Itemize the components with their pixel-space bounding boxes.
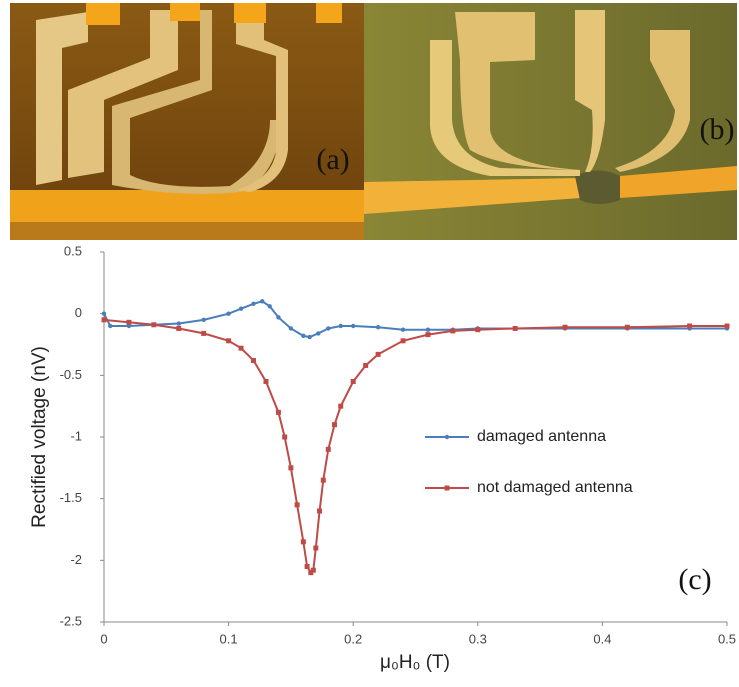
data-point [425, 327, 431, 332]
data-point [363, 362, 369, 368]
data-point [320, 477, 326, 483]
data-point [260, 299, 265, 304]
y-tick-label: 0.5 [64, 243, 82, 258]
y-axis-title: Rectified voltage (nV) [29, 346, 50, 528]
data-point [313, 545, 319, 551]
data-point [400, 327, 406, 332]
x-tick-label: 0.1 [220, 631, 238, 646]
data-point [338, 403, 344, 409]
data-point [251, 301, 256, 306]
x-tick-label: 0.5 [718, 631, 736, 646]
data-point [282, 434, 288, 440]
data-point [475, 327, 481, 333]
data-point [450, 328, 456, 334]
data-point [276, 315, 281, 320]
data-point [226, 338, 232, 344]
panel-label: (b) [700, 113, 735, 146]
legend-label: damaged antenna [477, 428, 606, 445]
data-point [375, 325, 381, 330]
x-tick-label: 0.3 [469, 631, 487, 646]
data-point [201, 317, 206, 323]
data-point [332, 422, 338, 428]
data-point [375, 351, 381, 357]
data-point [325, 446, 331, 452]
y-tick-label: -1 [70, 428, 82, 443]
y-tick-label: -1.5 [60, 490, 82, 505]
data-point [624, 324, 630, 330]
data-point [226, 311, 231, 316]
x-tick-label: 0.2 [344, 631, 362, 646]
data-point [316, 331, 321, 336]
data-point [108, 323, 113, 329]
y-tick-label: 0 [75, 305, 82, 320]
data-point [300, 539, 306, 545]
data-point [350, 379, 356, 384]
y-tick-label: -2.5 [60, 613, 82, 628]
y-tick-label: -2 [70, 552, 82, 567]
data-point [294, 502, 300, 508]
data-point [176, 325, 182, 331]
data-point [151, 322, 157, 328]
panel-label: (a) [316, 143, 349, 176]
data-point [351, 323, 356, 329]
photo-b: (b) [364, 3, 737, 240]
data-point [687, 323, 693, 329]
data-point [512, 325, 518, 331]
data-point [176, 321, 181, 326]
data-point [326, 326, 331, 331]
legend-marker [444, 434, 450, 440]
series-line [103, 318, 727, 575]
data-point [101, 311, 107, 316]
x-tick-label: 0.4 [593, 631, 611, 646]
data-point [101, 317, 107, 323]
data-point [288, 326, 294, 331]
data-point [126, 319, 132, 325]
data-point [201, 330, 207, 336]
data-point [288, 465, 294, 471]
data-point [310, 567, 316, 573]
data-point [263, 379, 269, 384]
data-point [238, 345, 244, 351]
photo-a: (a) [10, 3, 364, 240]
data-point [338, 323, 343, 329]
data-point [425, 332, 431, 338]
x-tick-label: 0 [100, 631, 107, 646]
data-point [238, 306, 244, 311]
data-point [275, 409, 281, 415]
data-point [267, 304, 272, 309]
panel-label: (c) [678, 563, 711, 596]
data-point [304, 564, 310, 569]
data-point [562, 324, 568, 330]
data-point [307, 334, 312, 340]
y-tick-label: -0.5 [60, 367, 82, 382]
data-point [400, 338, 406, 344]
data-point [301, 333, 306, 339]
x-axis-title: μ₀H₀ (T) [380, 652, 450, 673]
legend-label: not damaged antenna [477, 479, 633, 496]
data-point [126, 323, 132, 329]
legend-marker [444, 485, 450, 491]
data-point [251, 358, 257, 364]
data-point [724, 323, 730, 329]
data-point [317, 508, 323, 514]
